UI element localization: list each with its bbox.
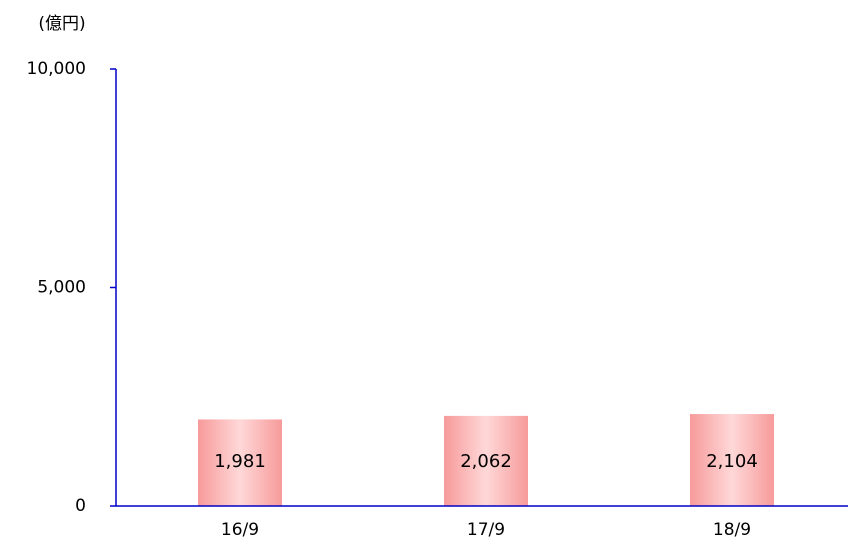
bar — [690, 414, 774, 506]
x-tick-label: 16/9 — [221, 520, 259, 540]
x-tick-label: 17/9 — [467, 520, 505, 540]
y-tick-label: 0 — [75, 496, 86, 516]
value-label: 1,981 — [214, 451, 266, 472]
value-label: 2,104 — [706, 451, 758, 472]
x-tick-label: 18/9 — [713, 520, 751, 540]
y-tick-label: 5,000 — [37, 278, 86, 298]
bar — [198, 419, 282, 506]
y-unit-label: (億円) — [38, 14, 85, 34]
y-tick-label: 10,000 — [27, 59, 86, 79]
value-label: 2,062 — [460, 451, 512, 472]
bar — [444, 415, 528, 506]
